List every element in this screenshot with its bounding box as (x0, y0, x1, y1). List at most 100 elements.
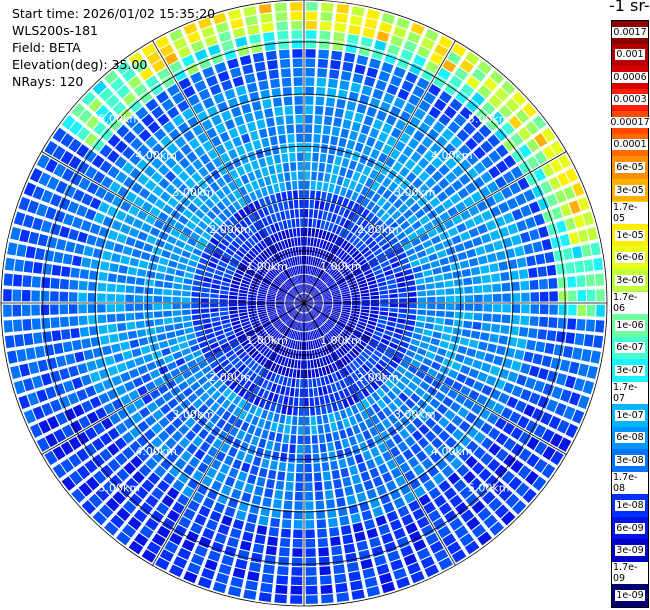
range-gate (125, 294, 134, 302)
range-gate (416, 315, 426, 322)
range-gate (278, 221, 284, 231)
range-gate (218, 384, 228, 394)
range-gate (145, 415, 157, 427)
range-gate (265, 156, 274, 166)
range-gate (450, 401, 462, 413)
range-gate (346, 244, 354, 253)
range-gate (204, 174, 215, 185)
range-gate (267, 293, 276, 297)
range-gate (522, 103, 537, 118)
range-gate (495, 144, 509, 158)
range-gate (217, 165, 228, 176)
range-gate (315, 190, 321, 200)
range-gate (366, 488, 377, 500)
range-gate (280, 528, 291, 538)
range-gate (447, 389, 459, 400)
range-gate (70, 172, 83, 186)
range-gate (276, 322, 284, 330)
range-gate (239, 312, 248, 317)
range-gate (247, 474, 257, 485)
range-gate (375, 273, 385, 279)
range-gate (405, 248, 416, 256)
range-gate (205, 370, 216, 380)
range-gate (263, 32, 275, 42)
range-gate (100, 128, 114, 142)
range-gate (503, 438, 517, 451)
ray (304, 304, 334, 604)
range-gate (295, 473, 303, 482)
range-gate (107, 365, 119, 376)
range-gate (187, 237, 197, 247)
colorbar-segment: 1.7e-06 (612, 291, 648, 314)
range-gate (220, 442, 231, 454)
range-gate (238, 246, 247, 255)
range-gate (266, 215, 273, 225)
colorbar-segment: 1e-06 (612, 314, 648, 337)
range-gate (318, 283, 325, 290)
range-gate (178, 171, 190, 182)
range-label: 4.00km (431, 149, 473, 162)
range-gate (544, 251, 555, 264)
range-gate (313, 134, 321, 143)
range-gate (449, 98, 463, 112)
range-gate (235, 250, 245, 258)
range-gate (217, 430, 228, 441)
range-gate (523, 404, 536, 417)
range-gate (216, 265, 226, 272)
range-gate (251, 350, 259, 359)
range-gate (115, 422, 128, 435)
range-gate (216, 418, 226, 429)
range-gate (356, 256, 365, 264)
range-gate (309, 287, 315, 295)
range-gate (325, 365, 331, 375)
range-gate (385, 232, 395, 242)
range-gate (178, 215, 189, 225)
range-gate (422, 203, 433, 214)
range-gate (522, 488, 537, 503)
range-gate (80, 220, 92, 232)
range-gate (243, 6, 257, 17)
range-gate (526, 436, 540, 451)
range-gate (222, 346, 232, 354)
range-label: 2.00km (209, 223, 251, 236)
range-gate (304, 209, 309, 218)
range-gate (268, 431, 276, 441)
range-gate (283, 500, 293, 510)
range-gate (305, 576, 317, 586)
range-gate (348, 337, 357, 345)
range-gate (335, 225, 342, 235)
range-gate (199, 392, 210, 403)
range-gate (228, 261, 238, 268)
range-gate (290, 162, 297, 171)
range-gate (238, 303, 247, 306)
range-gate (131, 248, 142, 258)
range-gate (198, 191, 209, 202)
range-gate (429, 197, 441, 208)
range-gate (172, 444, 185, 456)
range-gate (190, 254, 200, 262)
colorbar-segment: 6e-07 (612, 336, 648, 360)
range-gate (452, 327, 462, 336)
range-gate (233, 327, 243, 334)
range-gate (324, 202, 331, 211)
range-gate (132, 218, 144, 229)
ray (61, 115, 304, 303)
range-gate (125, 477, 139, 491)
range-gate (171, 164, 183, 176)
range-gate (315, 280, 322, 288)
range-gate (254, 169, 263, 179)
range-gate (290, 435, 297, 444)
range-gate (250, 552, 263, 563)
range-gate (340, 525, 352, 535)
ray (290, 2, 304, 302)
range-gate (378, 131, 389, 143)
range-gate (276, 21, 288, 31)
range-gate (272, 319, 281, 325)
range-gate (215, 451, 226, 462)
range-gate (50, 278, 60, 289)
range-gate (397, 505, 410, 518)
range-gate (288, 268, 294, 277)
range-gate (445, 246, 456, 256)
range-gate (134, 533, 149, 547)
range-gate (333, 299, 342, 302)
